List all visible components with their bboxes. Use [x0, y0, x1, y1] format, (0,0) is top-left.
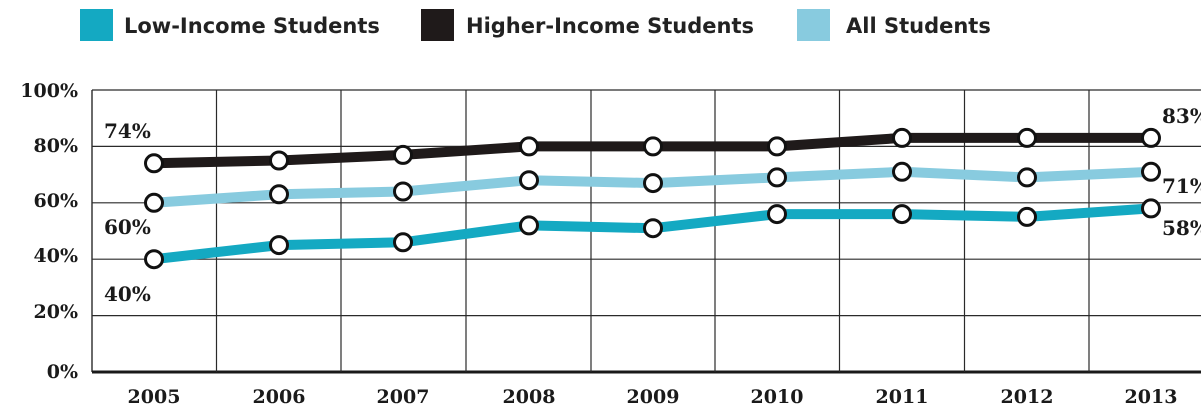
data-point-all-students [269, 184, 289, 205]
data-point-all-students [1141, 161, 1161, 182]
legend-swatch-all-students [797, 9, 830, 41]
legend-swatch-low-income [80, 9, 113, 41]
data-label-low-income-start: 40% [104, 282, 151, 306]
x-tick-label: 2013 [1125, 386, 1178, 408]
data-point-higher-income [1141, 127, 1161, 148]
x-tick-label: 2011 [876, 386, 929, 408]
data-point-low-income [1017, 206, 1037, 227]
y-tick-label: 60% [34, 190, 79, 212]
data-label-all-students-start: 60% [104, 215, 151, 239]
data-point-higher-income [767, 136, 787, 157]
legend: Low-Income Students Higher-Income Studen… [80, 9, 991, 41]
y-tick-label: 20% [34, 301, 79, 323]
data-label-all-students-end: 71% [1162, 174, 1201, 198]
data-point-all-students [1017, 167, 1037, 188]
data-point-all-students [767, 167, 787, 188]
y-tick-label: 100% [20, 80, 78, 102]
data-point-low-income [892, 204, 912, 225]
data-point-higher-income [643, 136, 663, 157]
x-tick-label: 2006 [253, 386, 306, 408]
data-point-higher-income [144, 153, 164, 174]
data-point-higher-income [1017, 127, 1037, 148]
data-label-higher-income-start: 74% [104, 119, 151, 143]
data-point-low-income [519, 215, 539, 236]
y-tick-label: 40% [34, 245, 79, 267]
data-point-all-students [643, 173, 663, 194]
data-point-all-students [892, 161, 912, 182]
legend-item-all-students: All Students [797, 9, 991, 41]
x-tick-label: 2005 [128, 386, 181, 408]
y-tick-label: 80% [34, 135, 79, 157]
legend-item-low-income: Low-Income Students [80, 9, 380, 41]
data-point-low-income [643, 218, 663, 239]
data-label-higher-income-end: 83% [1162, 104, 1201, 128]
data-point-higher-income [519, 136, 539, 157]
data-label-low-income-end: 58% [1162, 216, 1201, 240]
legend-label-all-students: All Students [846, 14, 991, 38]
legend-label-higher-income: Higher-Income Students [466, 14, 754, 38]
y-axis: 100% 80% 60% 40% 20% 0% [20, 80, 78, 383]
y-tick-label: 0% [47, 361, 78, 383]
data-point-low-income [269, 235, 289, 256]
series-layer [144, 127, 1161, 270]
data-point-all-students [393, 181, 413, 202]
x-tick-label: 2008 [503, 386, 556, 408]
data-point-low-income [767, 204, 787, 225]
data-point-all-students [519, 170, 539, 191]
data-point-higher-income [892, 127, 912, 148]
x-tick-label: 2010 [751, 386, 804, 408]
data-point-low-income [1141, 198, 1161, 219]
legend-swatch-higher-income [421, 9, 454, 41]
x-axis: 2005 2006 2007 2008 2009 2010 2011 2012 … [128, 386, 1178, 408]
data-point-low-income [393, 232, 413, 253]
x-tick-label: 2012 [1001, 386, 1054, 408]
data-labels: 74% 60% 40% 83% 71% 58% [104, 104, 1201, 306]
legend-label-low-income: Low-Income Students [124, 14, 380, 38]
legend-item-higher-income: Higher-Income Students [421, 9, 754, 41]
data-point-low-income [144, 249, 164, 270]
x-tick-label: 2007 [377, 386, 430, 408]
x-tick-label: 2009 [627, 386, 680, 408]
data-point-higher-income [269, 150, 289, 171]
data-point-higher-income [393, 144, 413, 165]
data-point-all-students [144, 192, 164, 213]
